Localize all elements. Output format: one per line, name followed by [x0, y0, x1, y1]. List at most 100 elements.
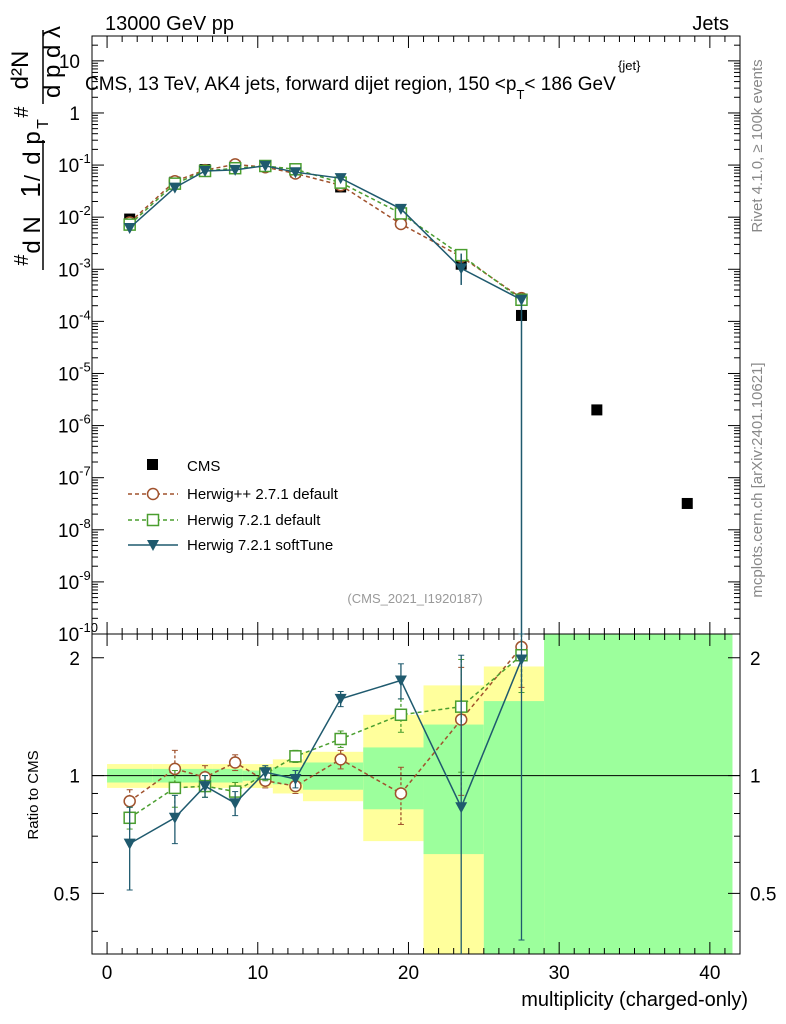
main-y-tick-label: 1 [69, 104, 80, 125]
ratio-data-point [259, 767, 272, 779]
ratio-data-point [199, 781, 212, 793]
main-data-point [681, 497, 693, 509]
x-tick-label: 30 [549, 963, 570, 984]
main-series-line [129, 163, 522, 299]
x-tick-label: 20 [398, 963, 419, 984]
x-tick-label: 10 [247, 963, 268, 984]
legend-label-softtune: Herwig 7.2.1 softTune [187, 537, 333, 554]
ratio-y-tick-label: 0.5 [54, 884, 80, 905]
main-y-tick-label: 10-7 [58, 464, 91, 490]
main-y-tick-label: 10-5 [58, 359, 91, 385]
ratio-band-inner [634, 634, 733, 954]
main-y-tick-exp: -8 [79, 516, 91, 531]
main-y-tick-label: 10-6 [58, 412, 91, 438]
legend-label-herwigpp: Herwig++ 2.7.1 default [187, 486, 339, 503]
ylabel-hash-2: # [11, 106, 33, 118]
main-y-tick-exp: -10 [79, 620, 98, 635]
ratio-data-point [123, 838, 136, 850]
ratio-y-tick-label-right: 2 [750, 649, 761, 670]
main-data-point [123, 222, 136, 234]
main-data-point [394, 217, 408, 231]
legend-marker-herwig721 [146, 513, 160, 527]
main-y-tick-label: 10-8 [58, 516, 91, 542]
ratio-y-label: Ratio to CMS [25, 750, 42, 839]
ratio-data-point [228, 756, 242, 769]
ratio-data-point [289, 773, 302, 785]
main-y-axis-label: 1 # d N / d p T # d²N d p d λ [7, 26, 66, 270]
main-y-tick-label: 10-2 [58, 203, 91, 229]
analysis-tag: (CMS_2021_I1920187) [347, 591, 482, 606]
ratio-data-point [334, 732, 347, 746]
main-y-tick-exp: -6 [79, 412, 91, 427]
main-data-point [394, 203, 407, 215]
ratio-band-inner [423, 724, 484, 855]
ratio-y-tick-label: 2 [69, 649, 80, 670]
main-y-tick-exp: -2 [79, 203, 91, 218]
legend-label-herwig721: Herwig 7.2.1 default [187, 512, 321, 529]
ratio-series-line [129, 659, 523, 845]
main-y-tick-label: 10-1 [58, 151, 91, 177]
mcplots-label: mcplots.cern.ch [arXiv:2401.10621] [749, 362, 766, 597]
main-series-line [129, 165, 522, 301]
main-y-tick-exp: -9 [79, 568, 91, 583]
x-tick-label: 0 [102, 963, 113, 984]
main-series [123, 158, 693, 634]
ratio-data-point [123, 794, 136, 808]
ylabel-hash-1: # [11, 254, 33, 266]
ratio-data-point [394, 675, 407, 687]
title-main: CMS, 13 TeV, AK4 jets, forward dijet reg… [85, 74, 516, 95]
ratio-data-point [515, 654, 528, 666]
ylabel-slash: / [20, 174, 45, 181]
main-y-tick-exp: -7 [79, 464, 91, 479]
main-y-tick-exp: -3 [79, 255, 91, 270]
main-x-ticks [106, 36, 726, 634]
main-y-tick-exp: -1 [79, 151, 91, 166]
ylabel-dp-1: d p [19, 131, 46, 164]
main-y-tick-exp: -4 [79, 307, 91, 322]
ratio-data-point [168, 812, 181, 824]
legend-marker-herwigpp [146, 487, 160, 501]
ratio-data-point [394, 787, 408, 800]
header-left: 13000 GeV pp [105, 13, 234, 35]
main-data-point [334, 173, 347, 185]
legend: CMS Herwig++ 2.7.1 default Herwig 7.2.1 … [128, 458, 339, 554]
ratio-series-line [129, 646, 523, 802]
ratio-y-tick-label-right: 1 [750, 767, 761, 788]
main-y-tick-label: 10-9 [58, 568, 91, 594]
ratio-uncertainty-bands [107, 634, 733, 954]
title-sub: T [516, 87, 524, 102]
ylabel-d2n: d²N [7, 51, 34, 90]
ylabel-one: 1 [15, 182, 46, 198]
main-data-point [289, 167, 302, 179]
main-data-point [229, 164, 242, 176]
ratio-data-point [455, 802, 468, 814]
x-tick-label: 40 [699, 963, 720, 984]
ratio-band-inner [363, 747, 424, 810]
title-tail: < 186 GeV [524, 74, 616, 95]
header-right: Jets [692, 13, 729, 35]
main-series-line [129, 164, 522, 301]
main-y-tick-exp: -5 [79, 359, 91, 374]
x-axis-label: multiplicity (charged-only) [521, 989, 748, 1011]
ratio-band-inner [544, 634, 635, 954]
main-y-tick-label: 10 [59, 52, 80, 73]
main-data-point [259, 160, 272, 172]
ratio-y-tick-label: 1 [69, 767, 80, 788]
main-y-tick-label: 10-3 [58, 255, 91, 281]
main-data-point [591, 404, 603, 416]
ratio-data-point [334, 753, 347, 766]
main-data-point [199, 165, 212, 177]
ratio-band-inner [483, 701, 545, 954]
main-y-ticks: 10110-110-210-310-410-510-610-710-810-91… [58, 35, 740, 646]
ratio-data-point [229, 798, 242, 810]
legend-label-cms: CMS [187, 458, 220, 475]
ratio-series [123, 633, 528, 954]
ratio-data-point [334, 693, 347, 705]
main-y-tick-label: 10-4 [58, 307, 91, 333]
ratio-data-point [289, 750, 302, 763]
chart-title: CMS, 13 TeV, AK4 jets, forward dijet reg… [85, 74, 616, 102]
ratio-data-point [394, 708, 408, 722]
legend-marker-cms [147, 459, 158, 470]
ylabel-t-1: T [35, 119, 52, 129]
